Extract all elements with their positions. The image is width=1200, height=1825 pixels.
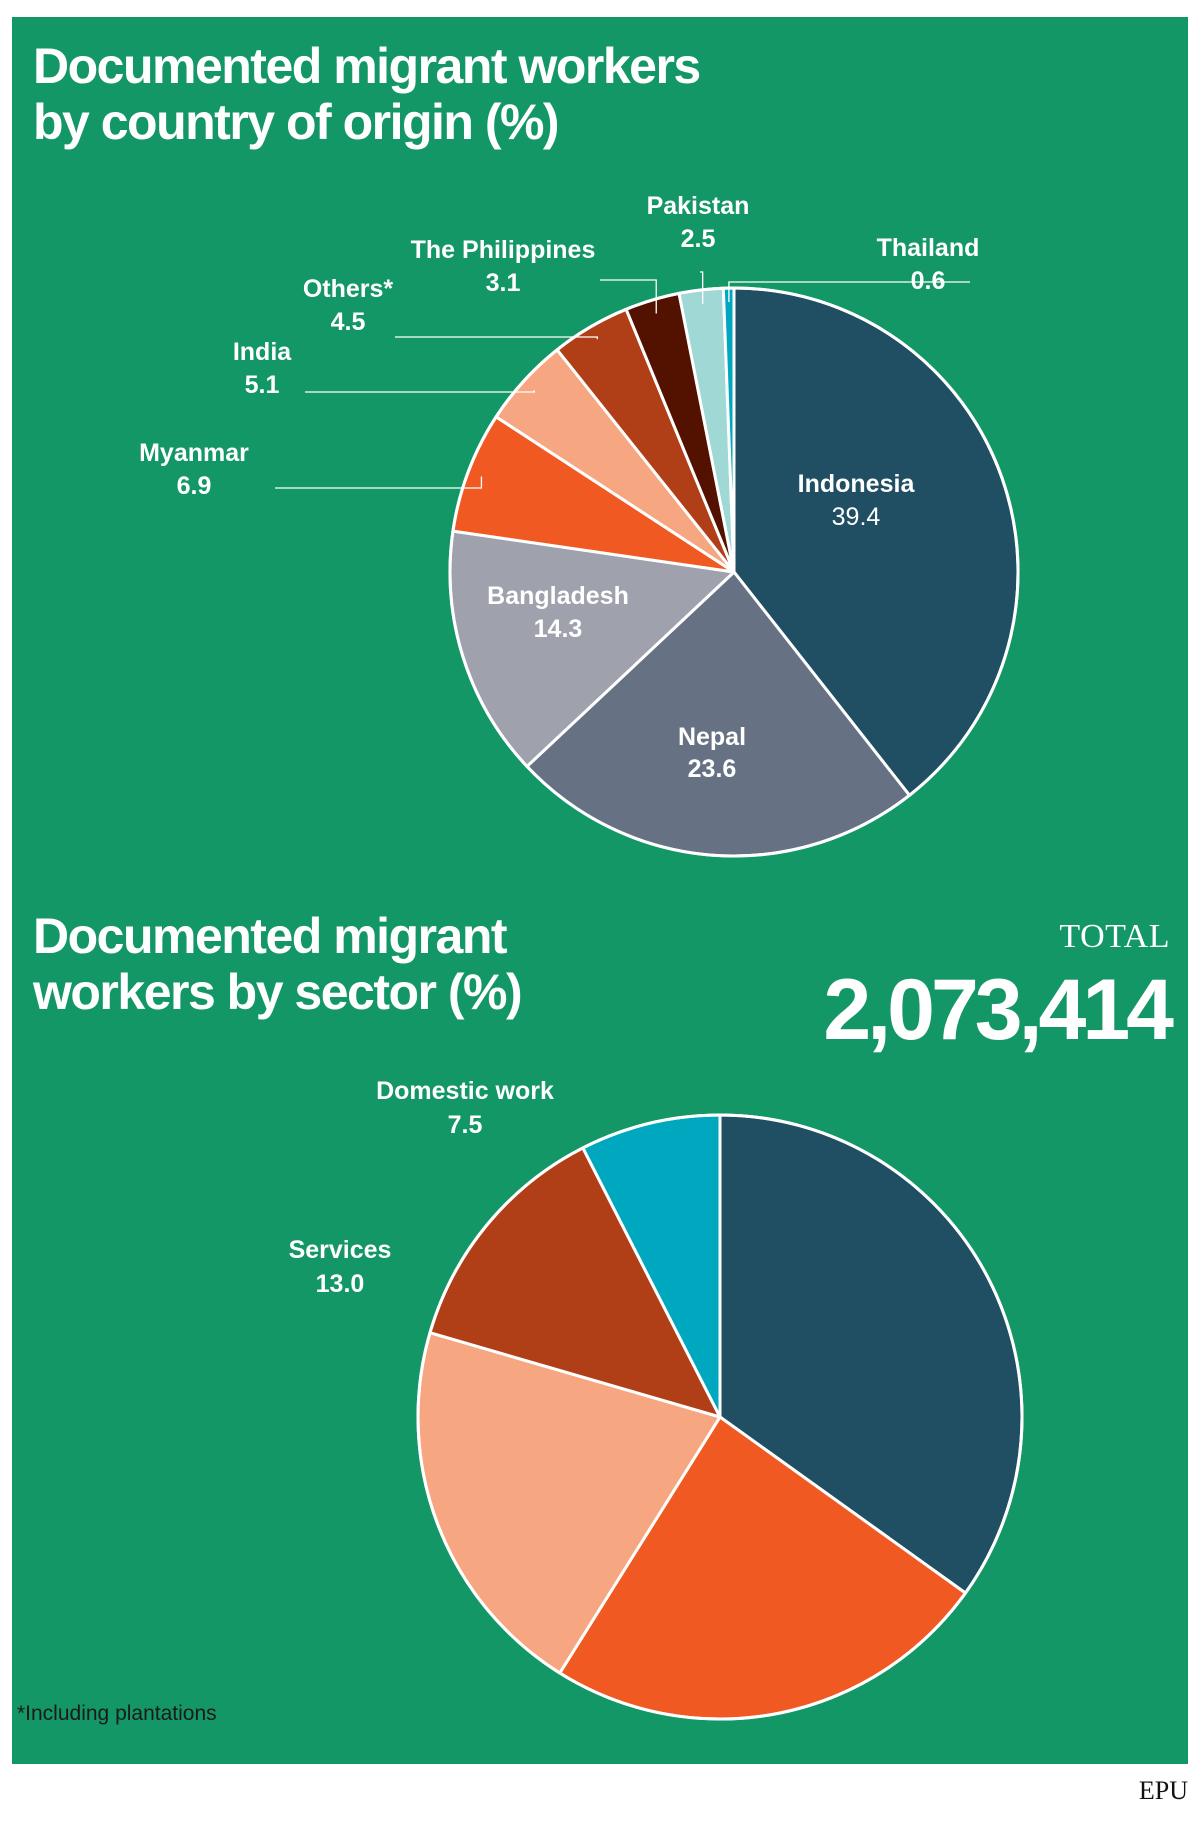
value-pakistan: 2.5 [681,225,716,253]
value-others: 4.5 [331,308,366,336]
pie-origin [448,286,1020,858]
value-domestic-work: 7.5 [448,1111,483,1139]
label-nepal: Nepal [678,723,746,751]
label-domestic-work: Domestic work [376,1077,554,1105]
footnote: *Including plantations [17,1702,217,1725]
label-myanmar: Myanmar [139,439,249,467]
label-bangladesh: Bangladesh [487,582,629,610]
leader-line-thailand [728,281,970,303]
pie-origin-labels: Indonesia 39.4 Nepal 23.6 Bangladesh 14.3 Myan… [139,192,979,783]
leader-line-myanmar [275,476,483,489]
pie-outline-1 [448,286,1020,858]
pie-sector [416,1113,1024,1721]
leader-line-the-philippines [600,279,657,314]
label-services: Services [289,1236,392,1264]
leader-line-others [395,336,598,340]
value-myanmar: 6.9 [177,472,212,500]
value-bangladesh: 14.3 [534,615,583,643]
value-services: 13.0 [316,1270,365,1298]
chart-title-sector: Documented migrant workers by sector (%) [33,908,523,1020]
total-value: 2,073,414 [823,962,1174,1058]
value-india: 5.1 [245,371,280,399]
chart-title-origin: Documented migrant workers by country of … [33,38,701,150]
label-the-philippines: The Philippines [411,236,596,264]
label-india: India [233,338,292,366]
source-label: EPU [1138,1776,1188,1805]
title-sector-text: Documented migrant workers by sector (%) [33,908,523,1020]
leader-line-pakistan [700,271,704,304]
total-label: TOTAL [1059,918,1170,955]
label-others: Others* [303,275,394,303]
label-pakistan: Pakistan [647,192,750,220]
pie-sector-labels: Services 13.0 Domestic work 7.5 [289,1077,554,1298]
value-indonesia: 39.4 [832,503,881,531]
leader-line-india [305,390,535,393]
value-nepal: 23.6 [688,755,737,783]
label-thailand: Thailand [877,234,980,262]
value-the-philippines: 3.1 [486,269,521,297]
label-indonesia: Indonesia [798,470,916,498]
value-thailand: 0.6 [911,267,946,295]
pie-outline-2 [416,1113,1024,1721]
title-origin-text: Documented migrant workers by country of … [33,38,701,150]
